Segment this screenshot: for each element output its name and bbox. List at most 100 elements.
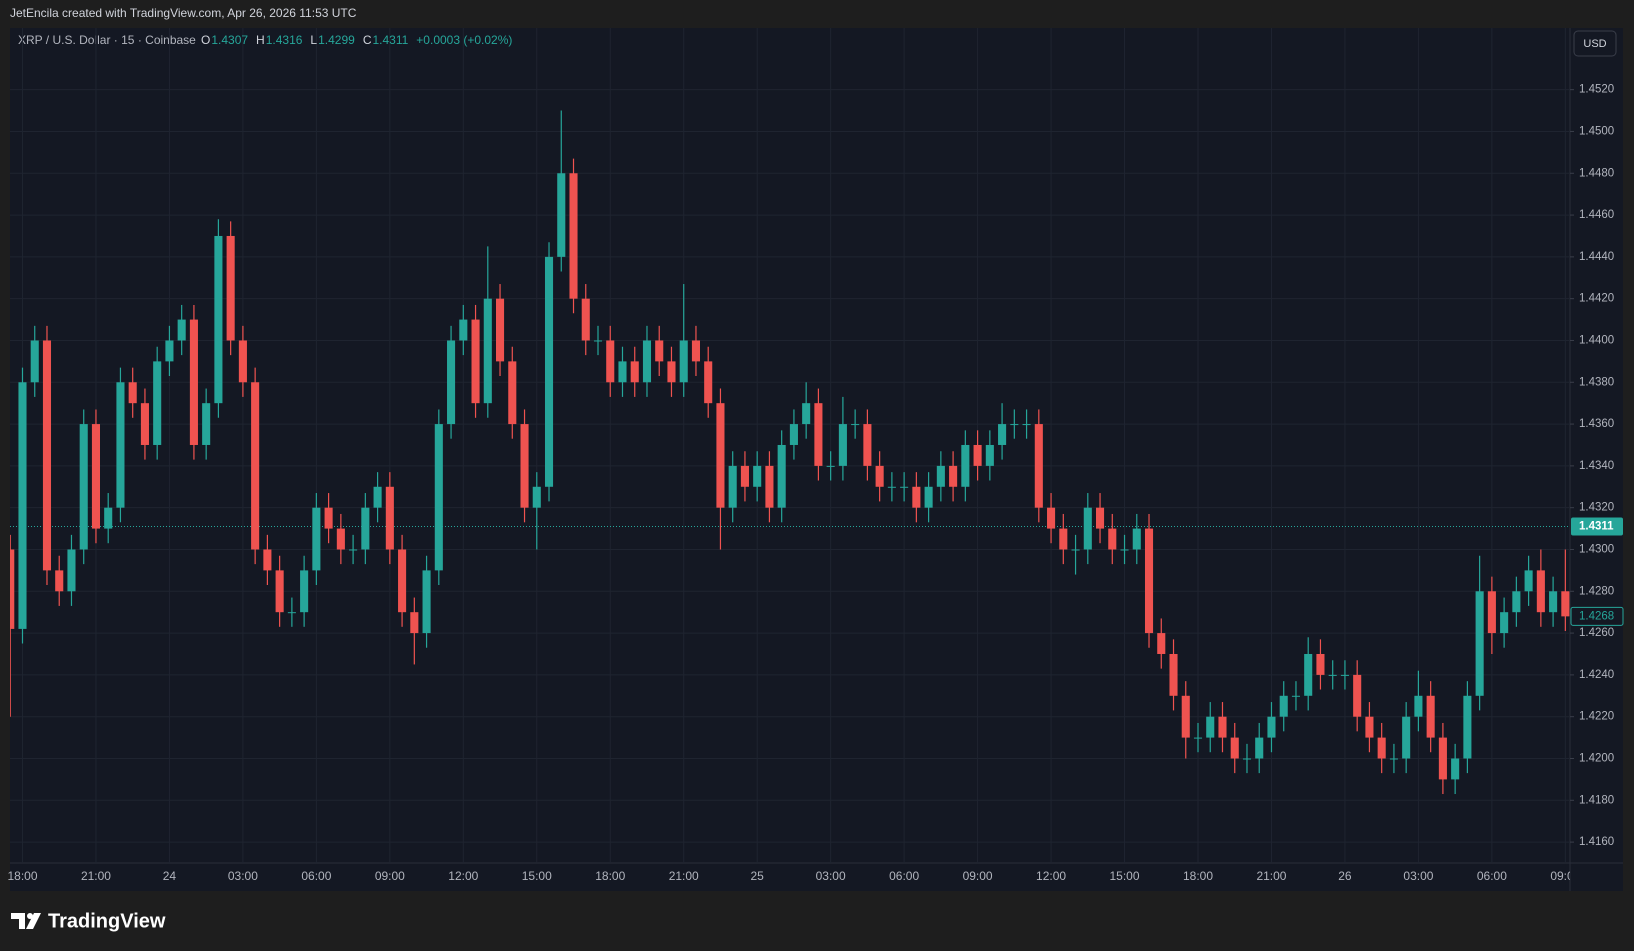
- candle-body: [1034, 424, 1043, 508]
- candle-body: [324, 507, 333, 529]
- y-tick-label: 1.4520: [1579, 84, 1614, 96]
- candle-body: [875, 465, 884, 487]
- candle-body: [1340, 674, 1349, 676]
- candle-body: [912, 486, 921, 508]
- currency[interactable]: USD: [1583, 38, 1606, 50]
- candles: [10, 110, 1570, 795]
- candle-body: [1206, 716, 1215, 738]
- candle-body: [447, 340, 456, 425]
- candle-body: [1047, 507, 1056, 529]
- candle-body: [18, 382, 27, 629]
- candle-body: [496, 298, 505, 362]
- candle-body: [998, 424, 1007, 445]
- candle-body: [1451, 758, 1460, 780]
- candle-body: [716, 403, 725, 508]
- candle-body: [1500, 612, 1509, 634]
- candle-body: [581, 298, 590, 341]
- candle-body: [10, 549, 15, 629]
- candle-body: [679, 340, 688, 383]
- x-tick-label: 03:00: [816, 869, 846, 883]
- y-tick-label: 1.4160: [1579, 836, 1614, 848]
- x-tick-label: 12:00: [1036, 869, 1066, 883]
- y-tick-label: 1.4340: [1579, 460, 1614, 472]
- y-tick-label: 1.4440: [1579, 251, 1614, 263]
- x-tick-label: 15:00: [1110, 869, 1140, 883]
- candle-body: [508, 361, 517, 425]
- candle-body: [398, 549, 407, 613]
- candle-body: [165, 340, 174, 362]
- candle-body: [434, 424, 443, 571]
- legend-key: L: [310, 33, 317, 47]
- last-price-tag: [1571, 517, 1623, 536]
- candle-body: [1328, 674, 1337, 676]
- candle-body: [1230, 737, 1239, 759]
- candle-body: [1524, 570, 1533, 592]
- y-tick-label: 1.4400: [1579, 335, 1614, 347]
- candle-body: [924, 486, 933, 508]
- candle-body: [1144, 528, 1154, 634]
- candle-body: [740, 465, 749, 487]
- x-tick-label: 03:00: [228, 869, 258, 883]
- candle-body: [826, 465, 835, 467]
- candle-body: [67, 549, 76, 592]
- y-tick-label: 1.4240: [1579, 669, 1614, 681]
- candle-body: [1402, 716, 1411, 759]
- x-tick-label: 21:00: [1256, 869, 1286, 883]
- candle-body: [91, 424, 100, 529]
- x-tick-label: 12:00: [448, 869, 478, 883]
- candle-body: [1426, 695, 1435, 738]
- candle-body: [1365, 716, 1374, 738]
- y-tick-label: 1.4480: [1579, 167, 1614, 179]
- candle-body: [214, 235, 223, 404]
- candle-body: [287, 612, 296, 614]
- x-tick-label: 26: [1338, 869, 1352, 883]
- candle-body: [1267, 716, 1276, 738]
- candle-body: [838, 424, 847, 466]
- candle-body: [1010, 424, 1019, 426]
- candle-body: [1181, 695, 1190, 738]
- candle-body: [1438, 737, 1447, 780]
- y-tick-label: 1.4300: [1579, 544, 1614, 556]
- candle-body: [471, 319, 480, 404]
- legend-value: 1.4299: [318, 33, 355, 47]
- candle-body: [1255, 737, 1264, 759]
- candle-body: [1071, 549, 1080, 551]
- candle-body: [336, 528, 345, 550]
- y-tick-label: 1.4280: [1579, 585, 1614, 597]
- candle-body: [177, 319, 186, 341]
- candle-body: [1463, 695, 1472, 759]
- candle-body: [226, 235, 235, 341]
- legend-key: O: [201, 33, 210, 47]
- y-tick-label: 1.4460: [1579, 209, 1614, 221]
- candle-body: [385, 486, 394, 550]
- x-tick-label: 06:00: [889, 869, 919, 883]
- candle-body: [202, 403, 211, 445]
- candle-body: [1022, 424, 1031, 426]
- candle-body: [140, 403, 149, 445]
- candle-body: [263, 549, 272, 571]
- change: +0.0003 (+0.02%): [416, 33, 512, 47]
- candle-body: [1536, 570, 1545, 613]
- legend-key: C: [363, 33, 372, 47]
- x-tick-label: 15:00: [522, 869, 552, 883]
- candle-body: [1096, 507, 1105, 529]
- candle-body: [1083, 507, 1092, 550]
- candle-body: [961, 444, 970, 487]
- candle-body: [655, 340, 664, 362]
- grid: [10, 28, 1570, 863]
- candle-body: [1059, 528, 1068, 550]
- marker-price-label: 1.4268: [1579, 610, 1614, 622]
- candle-body: [1242, 758, 1252, 760]
- marker-price-tag: [1570, 606, 1624, 626]
- attribution: JetEncila created with TradingView.com, …: [10, 6, 357, 20]
- currency-button[interactable]: [1573, 30, 1617, 57]
- candle-body: [422, 570, 431, 634]
- x-tick-label: 18:00: [595, 869, 625, 883]
- x-tick-label: 24: [163, 869, 177, 883]
- time-axis: 18:00 21:00 24 03:00 06:00 09:00 12:00 15:00 18:…: [7, 869, 1580, 883]
- candle-body: [312, 507, 321, 571]
- candle-body: [1132, 528, 1141, 550]
- x-tick-label: 03:00: [1403, 869, 1433, 883]
- x-tick-label: 09:00: [1550, 869, 1580, 883]
- x-tick-label: 18:00: [1183, 869, 1213, 883]
